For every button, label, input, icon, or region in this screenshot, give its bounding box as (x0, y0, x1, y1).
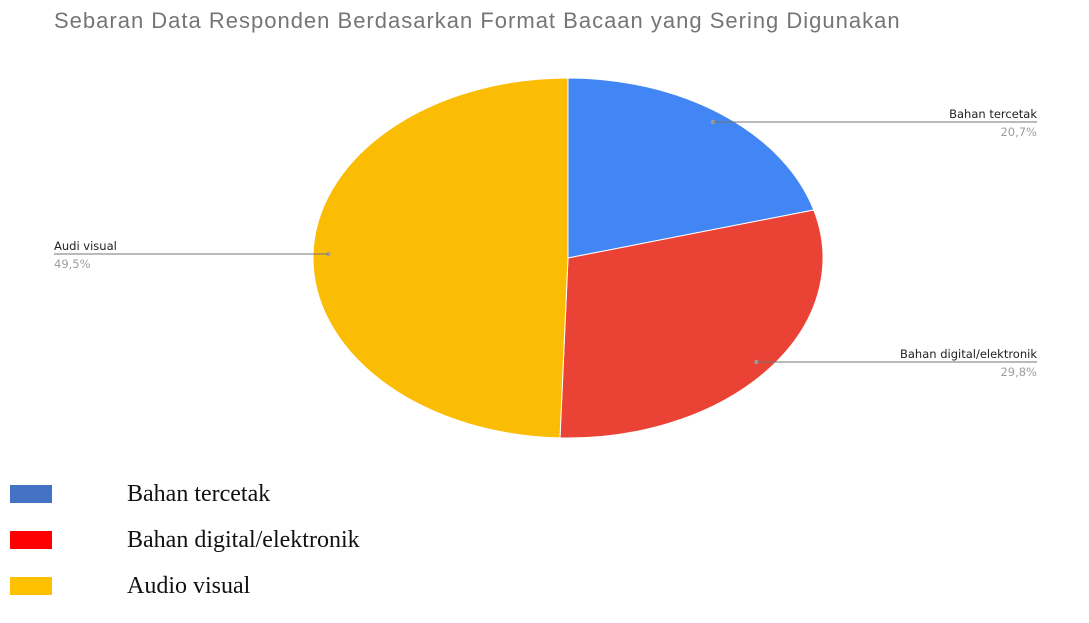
chart-title: Sebaran Data Responden Berdasarkan Forma… (54, 8, 901, 33)
legend-swatch-bahan-digital (10, 531, 52, 549)
pie-chart: Bahan tercetak 20,7% Bahan digital/elektro… (54, 77, 1037, 439)
slice-label-bahan-digital: Bahan digital/elektronik (900, 347, 1037, 361)
legend-label-audio-visual: Audio visual (127, 573, 251, 599)
legend-swatch-bahan-tercetak (10, 485, 52, 503)
slice-label-audi-visual: Audi visual (54, 239, 117, 253)
legend-label-bahan-tercetak: Bahan tercetak (127, 481, 271, 507)
pie-slice-bahan-digital (559, 209, 824, 439)
slice-percent-bahan-digital: 29,8% (1000, 365, 1037, 379)
legend-label-bahan-digital: Bahan digital/elektronik (127, 527, 360, 553)
slice-label-bahan-tercetak: Bahan tercetak (949, 107, 1037, 121)
pie-slice-audi-visual (312, 77, 569, 439)
slice-percent-audi-visual: 49,5% (54, 257, 91, 271)
legend-swatch-audio-visual (10, 577, 52, 595)
slice-percent-bahan-tercetak: 20,7% (1000, 125, 1037, 139)
pie-slice-bahan-tercetak (567, 77, 815, 259)
